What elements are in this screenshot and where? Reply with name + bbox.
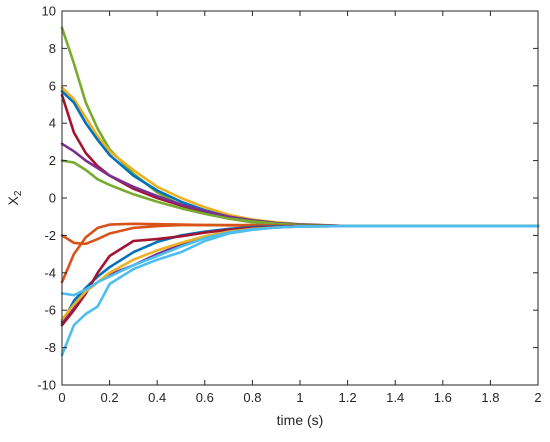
series-line-14 [60,224,540,297]
series-line-13 [60,224,540,357]
x-tick-label: 2 [534,390,541,405]
series-line-4 [60,93,540,228]
y-axis-label: X2 [5,190,24,205]
x-tick-label: 0 [58,390,65,405]
series-line-5 [60,142,540,228]
x-tick-label: 0.8 [243,390,261,405]
y-tick-label: -10 [37,378,56,393]
x-tick-label: 1.8 [481,390,499,405]
y-tick-label: -6 [44,303,56,318]
tick-layer: 0 0.2 0.4 0.6 0.8 1 1.2 1.4 1.6 1.8 2 -10 -8 -6 -4 -2 0 2… [37,4,541,406]
x-tick-label: 0.6 [196,390,214,405]
y-axis-label-main: X [5,195,21,205]
x-axis-label: time (s) [277,412,324,428]
series-line-1 [60,26,540,228]
y-tick-label: 8 [49,41,56,56]
y-tick-label: 10 [42,4,56,19]
x-tick-label: 1.2 [339,390,357,405]
series-line-10 [60,224,540,327]
y-tick-label: -8 [44,340,56,355]
y-tick-label: 4 [49,116,56,131]
x-tick-label: 0.2 [101,390,119,405]
plot-frame [61,10,539,386]
series-line-3 [60,90,540,228]
y-tick-label: 2 [49,153,56,168]
x-tick-label: 0.4 [148,390,166,405]
x-tick-label: 1.4 [386,390,404,405]
y-tick-label: -4 [44,265,56,280]
series-line-2 [60,86,540,228]
y-axis-label-subscript: 2 [13,190,24,196]
y-tick-label: 6 [49,78,56,93]
series-layer [60,26,540,357]
x-tick-label: 1.6 [434,390,452,405]
y-tick-label: -2 [44,228,56,243]
x-tick-label: 1 [296,390,303,405]
y-tick-label: 0 [49,191,56,206]
